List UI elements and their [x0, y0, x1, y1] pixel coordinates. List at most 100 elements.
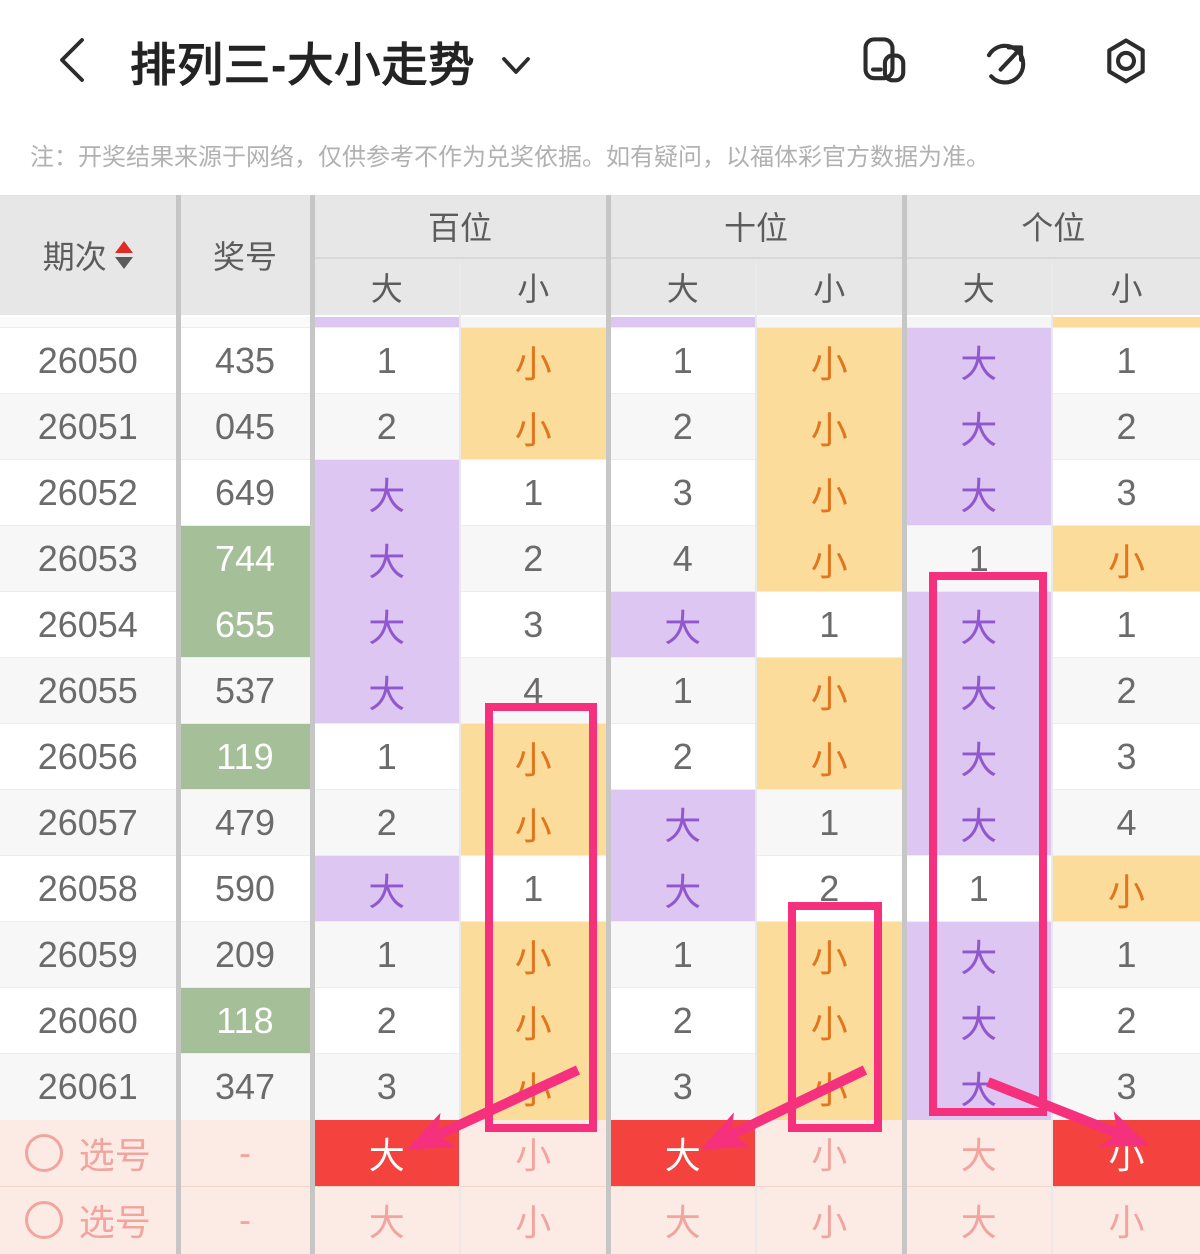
- number-cell: 119: [175, 723, 312, 790]
- column-header-period[interactable]: 期次: [0, 195, 178, 316]
- period-cell: 26053: [0, 525, 178, 592]
- period-cell: 26057: [0, 789, 178, 856]
- trend-cell: 小: [458, 327, 609, 394]
- trend-cell: 3: [1051, 459, 1200, 526]
- trend-cell: 大: [605, 855, 757, 922]
- selection-cell[interactable]: 小: [458, 1186, 609, 1254]
- trend-table: 期次 奖号 百位 十位 个位 大 小 大 小 大 小 26050 435 1 小 1 小大…: [0, 195, 1200, 1254]
- trend-cell: 3: [1051, 1053, 1200, 1120]
- selection-cell[interactable]: 大: [901, 1186, 1053, 1254]
- radio-button[interactable]: [24, 1201, 63, 1240]
- trend-cell: 小: [458, 987, 609, 1054]
- back-button[interactable]: [52, 33, 94, 92]
- selection-label-cell: 选号: [0, 1186, 178, 1254]
- selection-label-cell: 选号: [0, 1119, 178, 1187]
- trend-cell: 小: [755, 525, 905, 592]
- chevron-down-icon[interactable]: [499, 46, 533, 78]
- disclaimer-note: 注：开奖结果来源于网络，仅供参考不作为兑奖依据。如有疑问，以福体彩官方数据为准。: [30, 144, 990, 171]
- selection-cell[interactable]: 小: [755, 1119, 905, 1187]
- trend-cell: 1: [755, 591, 905, 658]
- selection-cell[interactable]: 大: [605, 1119, 757, 1187]
- selection-cell[interactable]: 大: [901, 1119, 1053, 1187]
- trend-row-26055: 26055 537 大 4 1 小大 2: [0, 657, 1200, 724]
- trend-strip-cell: [605, 314, 757, 328]
- trend-cell: 大: [605, 789, 757, 856]
- trend-cell: 小: [755, 657, 905, 724]
- chevron-left-icon: [52, 33, 94, 92]
- sub-header-big: 大: [901, 257, 1053, 316]
- trend-cell: 大: [901, 921, 1053, 988]
- period-cell: 26058: [0, 855, 178, 922]
- trend-cell: 小: [458, 921, 609, 988]
- trend-cell: 大: [605, 591, 757, 658]
- trend-row-26054: 26054 655 大 3 大 1 大 1: [0, 591, 1200, 658]
- trend-strip-cell: [1051, 314, 1200, 328]
- floating-window-icon[interactable]: [858, 34, 914, 90]
- selection-cell[interactable]: 小: [1051, 1119, 1200, 1187]
- period-cell: [0, 314, 178, 328]
- selection-number-cell: -: [175, 1186, 312, 1254]
- trend-row-26051: 26051 045 2 小 2 小大 2: [0, 393, 1200, 460]
- radio-button[interactable]: [24, 1133, 63, 1172]
- trend-cell: 小: [755, 921, 905, 988]
- trend-cell: 3: [309, 1053, 460, 1120]
- number-cell: 118: [175, 987, 312, 1054]
- sort-icon: [114, 241, 133, 270]
- selection-row-2: 选号 - 大小大小大小: [0, 1186, 1200, 1254]
- trend-cell: 1: [605, 657, 757, 724]
- trend-strip-cell: [901, 314, 1053, 328]
- trend-cell: 2: [1051, 657, 1200, 724]
- trend-row-26056: 26056 119 1 小 2 小大 3: [0, 723, 1200, 790]
- trend-row-26057: 26057 479 2 小大 1 大 4: [0, 789, 1200, 856]
- settings-icon[interactable]: [1098, 34, 1154, 90]
- trend-cell: 大: [309, 525, 460, 592]
- partial-row-strip: [0, 314, 1200, 328]
- trend-cell: 1: [309, 921, 460, 988]
- trend-cell: 小: [1051, 525, 1200, 592]
- trend-cell: 大: [901, 789, 1053, 856]
- trend-cell: 1: [458, 459, 609, 526]
- selection-cell[interactable]: 大: [605, 1186, 757, 1254]
- trend-cell: 4: [605, 525, 757, 592]
- trend-cell: 小: [755, 987, 905, 1054]
- selection-cell[interactable]: 大: [309, 1119, 460, 1187]
- period-cell: 26054: [0, 591, 178, 658]
- selection-cell[interactable]: 小: [1051, 1186, 1200, 1254]
- trend-cell: 2: [458, 525, 609, 592]
- selection-row-1: 选号 - 大小大小大小: [0, 1119, 1200, 1187]
- trend-cell: 2: [309, 789, 460, 856]
- group-header-hundreds: 百位: [309, 195, 609, 259]
- navbar-actions: [858, 34, 1154, 90]
- period-cell: 26050: [0, 327, 178, 394]
- trend-cell: 1: [901, 855, 1053, 922]
- page-title[interactable]: 排列三-大小走势: [130, 39, 476, 91]
- trend-cell: 大: [309, 459, 460, 526]
- trend-row-26060: 26060 118 2 小 2 小大 2: [0, 987, 1200, 1054]
- selection-cell[interactable]: 大: [309, 1186, 460, 1254]
- trend-cell: 大: [309, 855, 460, 922]
- number-cell: [175, 314, 312, 328]
- trend-strip-cell: [755, 314, 905, 328]
- number-cell: 744: [175, 525, 312, 592]
- trend-cell: 1: [605, 327, 757, 394]
- trend-cell: 小: [755, 327, 905, 394]
- trend-cell: 小: [458, 1053, 609, 1120]
- period-header-label: 期次: [42, 239, 107, 276]
- selection-cell[interactable]: 小: [755, 1186, 905, 1254]
- sub-header-big: 大: [309, 257, 460, 316]
- trend-cell: 1: [1051, 591, 1200, 658]
- trend-strip-cell: [309, 314, 460, 328]
- trend-cell: 大: [901, 987, 1053, 1054]
- trend-cell: 大: [901, 723, 1053, 790]
- trend-cell: 4: [458, 657, 609, 724]
- number-cell: 479: [175, 789, 312, 856]
- share-icon[interactable]: [978, 34, 1034, 90]
- sub-header-big: 大: [605, 257, 757, 316]
- trend-row-26050: 26050 435 1 小 1 小大 1: [0, 327, 1200, 394]
- trend-cell: 小: [458, 723, 609, 790]
- trend-cell: 1: [309, 723, 460, 790]
- trend-cell: 3: [605, 459, 757, 526]
- trend-cell: 1: [309, 327, 460, 394]
- trend-cell: 3: [605, 1053, 757, 1120]
- selection-cell[interactable]: 小: [458, 1119, 609, 1187]
